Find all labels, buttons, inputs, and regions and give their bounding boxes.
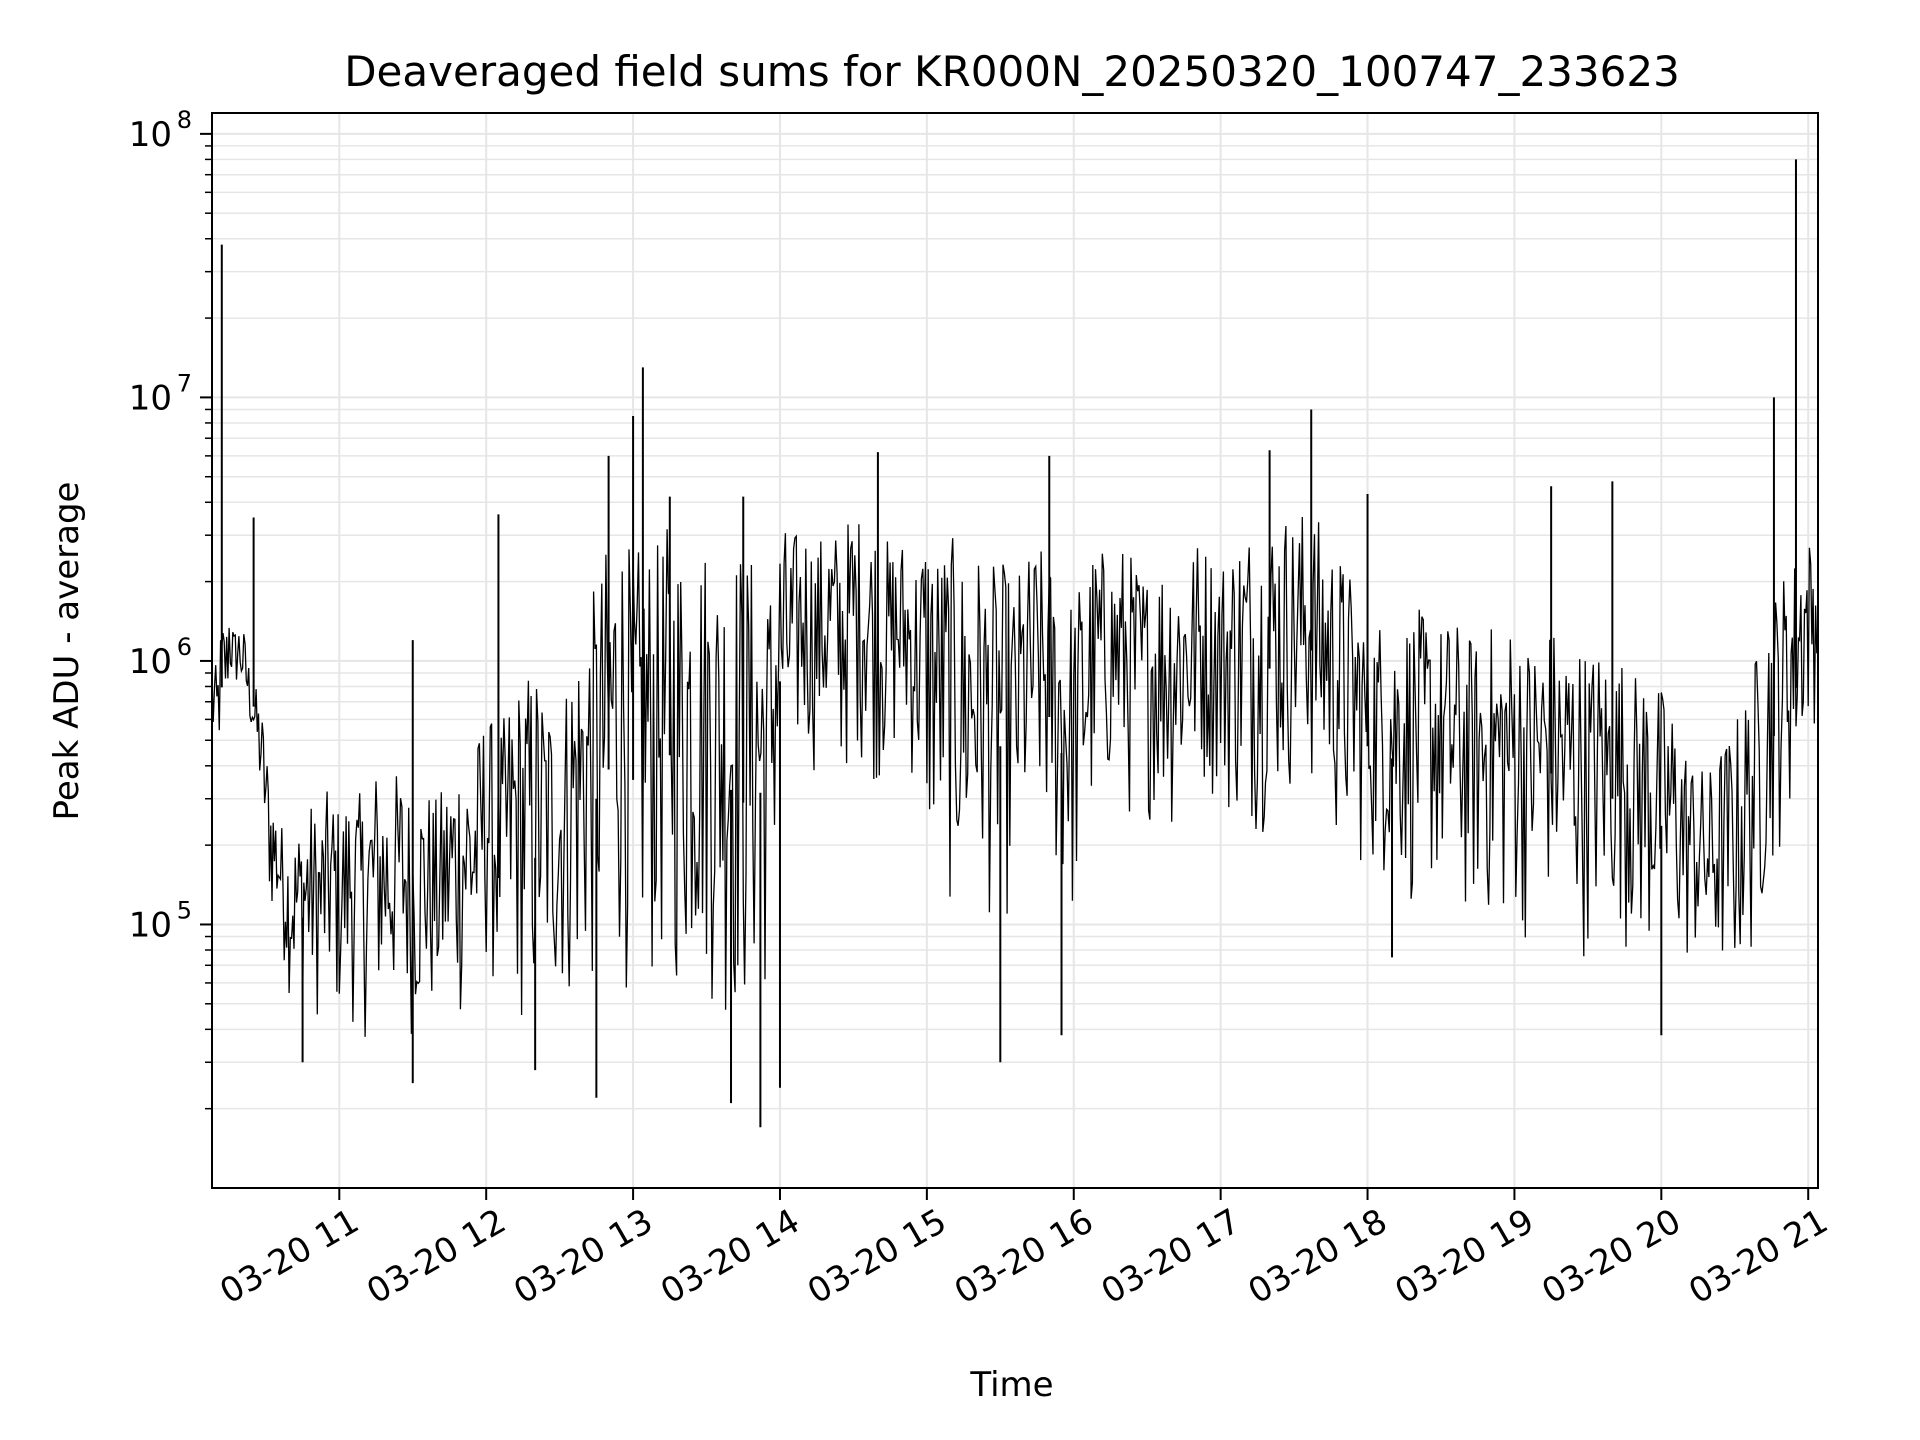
y-tick-exponent: 8: [177, 106, 192, 134]
series-line: [211, 516, 1819, 1037]
series-group: [211, 159, 1819, 1128]
y-tick-exponent: 5: [177, 896, 192, 924]
plot-area: [211, 159, 1819, 1128]
y-axis-label: Peak ADU - average: [47, 482, 87, 821]
x-axis-label: Time: [969, 1365, 1053, 1405]
y-tick-label: 10: [129, 905, 172, 945]
y-tick-exponent: 6: [177, 633, 192, 661]
y-tick-exponent: 7: [177, 369, 192, 397]
plot-frame: [211, 112, 1819, 1189]
y-tick-label: 10: [129, 115, 172, 155]
y-tick-label: 10: [129, 378, 172, 418]
chart-title: Deaveraged field sums for KR000N_2025032…: [344, 47, 1680, 96]
y-tick-label: 10: [129, 642, 172, 682]
